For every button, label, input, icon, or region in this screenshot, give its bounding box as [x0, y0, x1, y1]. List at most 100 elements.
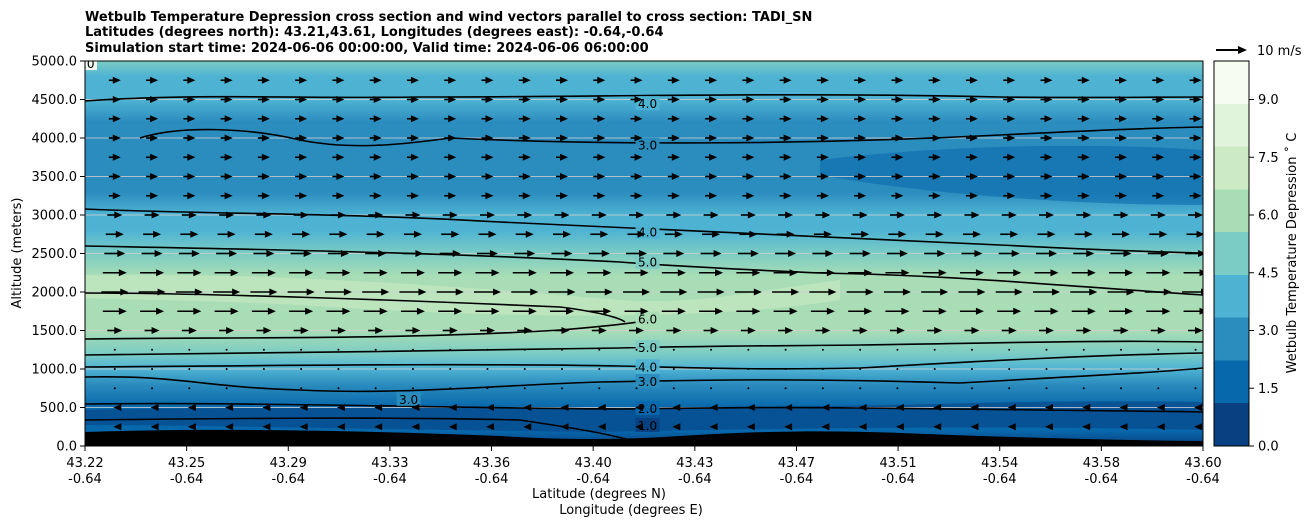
wind-vector [1152, 173, 1165, 180]
wind-vector [1038, 211, 1054, 219]
svg-text:4.0: 4.0 [638, 360, 657, 374]
wind-vector [101, 288, 129, 296]
wind-vector [332, 76, 345, 84]
wind-vector [970, 387, 973, 390]
wind-vector [177, 269, 202, 277]
wind-vector [821, 368, 824, 370]
wind-vector [891, 115, 904, 123]
wind-vector [891, 134, 904, 142]
wind-vector [705, 173, 718, 180]
wind-vector [1032, 288, 1060, 296]
contour-label-4: 6.0 [635, 311, 660, 327]
wind-vector [1115, 153, 1128, 161]
wind-vector [812, 250, 834, 257]
wind-vector [1008, 387, 1011, 390]
wind-vector [257, 115, 270, 123]
wind-vector [635, 368, 638, 370]
wind-vector [146, 134, 159, 142]
wind-vector [369, 96, 382, 103]
wind-vector [1112, 230, 1131, 238]
wind-vector [1189, 76, 1202, 84]
wind-vector [667, 96, 680, 103]
x-tick-lon-4: -0.64 [475, 472, 509, 487]
wind-vector [374, 404, 383, 411]
wind-vector [1152, 76, 1165, 84]
wind-vector [891, 153, 904, 161]
wind-vector [593, 115, 606, 123]
wind-vector [965, 96, 978, 103]
wind-vector [858, 404, 867, 411]
wind-vector [1044, 404, 1053, 411]
wind-vector [183, 192, 196, 200]
wind-vector [1150, 327, 1166, 334]
wind-vector [859, 387, 862, 390]
wind-vector [374, 348, 377, 351]
wind-vector [810, 307, 835, 315]
wind-vector [623, 288, 651, 296]
wind-vector [256, 327, 272, 334]
wind-vector [1003, 76, 1016, 84]
wind-vector [1003, 96, 1016, 103]
wind-vector [593, 173, 606, 180]
wind-vector [667, 173, 680, 180]
x-tick-lat-5: 43.40 [575, 456, 612, 471]
wind-vector [1157, 387, 1160, 390]
wind-vector [630, 134, 643, 142]
wind-vector [1115, 134, 1128, 142]
wind-vector [146, 192, 159, 200]
wind-vector [970, 404, 979, 411]
wind-vector [854, 173, 867, 180]
wind-vector [362, 288, 390, 296]
wind-vector [1000, 230, 1019, 238]
contour-line-10 [85, 417, 631, 441]
wind-vector [225, 348, 228, 351]
wind-vector [1152, 153, 1165, 161]
wind-vector [970, 368, 973, 370]
wind-vector [479, 327, 495, 334]
title-line-1: Wetbulb Temperature Depression cross sec… [85, 10, 812, 25]
wind-vector [442, 327, 458, 334]
x-tick-lat-11: 43.60 [1184, 456, 1221, 471]
wind-vector [773, 307, 798, 315]
wind-vector [180, 230, 199, 238]
wind-vector [438, 269, 463, 277]
wind-vector [742, 115, 755, 123]
wind-vector [336, 423, 345, 431]
x-tick-lat-4: 43.36 [473, 456, 510, 471]
wind-vector [216, 250, 238, 257]
wind-vector [150, 423, 159, 431]
wind-vector [710, 348, 713, 351]
wind-vector [175, 288, 203, 296]
wind-vector [1045, 348, 1048, 351]
wind-vector [667, 76, 680, 84]
wind-vector [598, 348, 601, 351]
wind-vector [629, 211, 645, 219]
wind-vector [560, 404, 569, 411]
wind-vector [925, 230, 944, 238]
wind-vector [300, 387, 303, 390]
cb-tick-label-1: 1.5 [1258, 382, 1279, 397]
terrain [85, 429, 1203, 446]
wind-vector [922, 269, 947, 277]
x-tick-lon-11: -0.64 [1186, 472, 1220, 487]
wind-vector [885, 269, 910, 277]
wind-vector [369, 173, 382, 180]
wind-vector [815, 327, 831, 334]
wind-vector [784, 423, 793, 431]
wind-vector [225, 368, 228, 370]
wind-vector [624, 269, 649, 277]
wind-vector [178, 250, 200, 257]
wind-vector [1077, 173, 1090, 180]
wind-vector [1110, 250, 1132, 257]
wind-vector [821, 348, 824, 351]
wind-vector [481, 96, 494, 103]
x-tick-lat-3: 43.33 [371, 456, 408, 471]
wind-vector [295, 192, 308, 200]
wind-vector [997, 307, 1022, 315]
contour-label-7: 3.0 [635, 374, 660, 389]
wind-vector [220, 192, 233, 200]
wind-vector [523, 348, 526, 351]
wind-vector [1077, 115, 1090, 123]
wind-vector [742, 76, 755, 84]
wind-vector [928, 76, 941, 84]
